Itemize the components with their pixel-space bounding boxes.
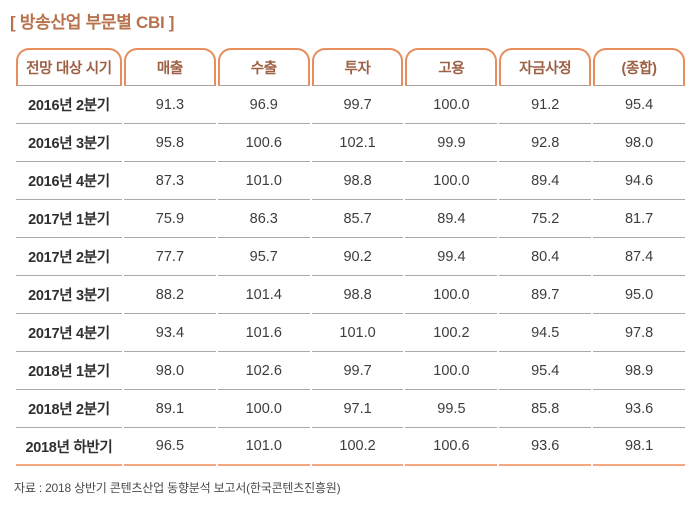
value-cell: 98.1 xyxy=(593,428,685,466)
value-cell: 101.0 xyxy=(311,314,404,352)
page-title: [ 방송산업 부문별 CBI ] xyxy=(10,13,175,32)
value-cell: 100.2 xyxy=(311,428,404,466)
value-cell: 94.6 xyxy=(593,162,685,200)
column-header-2: 수출 xyxy=(217,48,310,86)
value-cell: 99.7 xyxy=(311,86,404,124)
table-row: 2016년 2분기 91.3 96.9 99.7 100.0 91.2 95.4 xyxy=(16,86,685,124)
value-cell: 100.6 xyxy=(217,124,310,162)
value-cell: 99.4 xyxy=(405,238,498,276)
value-cell: 95.0 xyxy=(593,276,685,314)
value-cell: 96.9 xyxy=(217,86,310,124)
value-cell: 85.8 xyxy=(499,390,592,428)
table-row: 2016년 3분기 95.8 100.6 102.1 99.9 92.8 98.0 xyxy=(16,124,685,162)
period-cell: 2018년 하반기 xyxy=(16,428,122,466)
table-row: 2017년 1분기 75.9 86.3 85.7 89.4 75.2 81.7 xyxy=(16,200,685,238)
value-cell: 95.4 xyxy=(499,352,592,390)
value-cell: 100.0 xyxy=(405,352,498,390)
period-cell: 2017년 4분기 xyxy=(16,314,122,352)
value-cell: 85.7 xyxy=(311,200,404,238)
value-cell: 98.8 xyxy=(311,276,404,314)
value-cell: 81.7 xyxy=(593,200,685,238)
value-cell: 87.4 xyxy=(593,238,685,276)
value-cell: 98.9 xyxy=(593,352,685,390)
value-cell: 99.9 xyxy=(405,124,498,162)
value-cell: 75.2 xyxy=(499,200,592,238)
value-cell: 95.7 xyxy=(217,238,310,276)
table-row: 2017년 3분기 88.2 101.4 98.8 100.0 89.7 95.0 xyxy=(16,276,685,314)
column-header-4: 고용 xyxy=(405,48,498,86)
value-cell: 80.4 xyxy=(499,238,592,276)
value-cell: 93.4 xyxy=(124,314,216,352)
table-row: 2016년 4분기 87.3 101.0 98.8 100.0 89.4 94.6 xyxy=(16,162,685,200)
value-cell: 89.4 xyxy=(405,200,498,238)
value-cell: 102.1 xyxy=(311,124,404,162)
value-cell: 100.0 xyxy=(217,390,310,428)
value-cell: 101.4 xyxy=(217,276,310,314)
period-cell: 2016년 3분기 xyxy=(16,124,122,162)
table-row: 2018년 1분기 98.0 102.6 99.7 100.0 95.4 98.9 xyxy=(16,352,685,390)
value-cell: 100.6 xyxy=(405,428,498,466)
value-cell: 92.8 xyxy=(499,124,592,162)
column-header-1: 매출 xyxy=(124,48,216,86)
value-cell: 98.0 xyxy=(593,124,685,162)
value-cell: 99.5 xyxy=(405,390,498,428)
period-cell: 2018년 1분기 xyxy=(16,352,122,390)
source-note: 자료 : 2018 상반기 콘텐츠산업 동향분석 보고서(한국콘텐츠진흥원) xyxy=(14,481,341,495)
period-cell: 2016년 4분기 xyxy=(16,162,122,200)
value-cell: 77.7 xyxy=(124,238,216,276)
column-header-6: (종합) xyxy=(593,48,685,86)
value-cell: 91.3 xyxy=(124,86,216,124)
period-cell: 2018년 2분기 xyxy=(16,390,122,428)
value-cell: 101.0 xyxy=(217,162,310,200)
value-cell: 89.1 xyxy=(124,390,216,428)
value-cell: 99.7 xyxy=(311,352,404,390)
period-cell: 2017년 3분기 xyxy=(16,276,122,314)
value-cell: 87.3 xyxy=(124,162,216,200)
table-row: 2018년 2분기 89.1 100.0 97.1 99.5 85.8 93.6 xyxy=(16,390,685,428)
value-cell: 88.2 xyxy=(124,276,216,314)
value-cell: 93.6 xyxy=(593,390,685,428)
value-cell: 94.5 xyxy=(499,314,592,352)
value-cell: 100.0 xyxy=(405,86,498,124)
value-cell: 93.6 xyxy=(499,428,592,466)
table-row: 2017년 4분기 93.4 101.6 101.0 100.2 94.5 97.8 xyxy=(16,314,685,352)
value-cell: 102.6 xyxy=(217,352,310,390)
value-cell: 75.9 xyxy=(124,200,216,238)
value-cell: 101.6 xyxy=(217,314,310,352)
table-row: 2017년 2분기 77.7 95.7 90.2 99.4 80.4 87.4 xyxy=(16,238,685,276)
value-cell: 98.8 xyxy=(311,162,404,200)
value-cell: 96.5 xyxy=(124,428,216,466)
value-cell: 101.0 xyxy=(217,428,310,466)
value-cell: 86.3 xyxy=(217,200,310,238)
column-header-5: 자금사정 xyxy=(499,48,592,86)
value-cell: 95.4 xyxy=(593,86,685,124)
value-cell: 98.0 xyxy=(124,352,216,390)
value-cell: 91.2 xyxy=(499,86,592,124)
value-cell: 97.8 xyxy=(593,314,685,352)
value-cell: 100.0 xyxy=(405,276,498,314)
value-cell: 90.2 xyxy=(311,238,404,276)
period-cell: 2016년 2분기 xyxy=(16,86,122,124)
value-cell: 100.0 xyxy=(405,162,498,200)
cbi-table: 전망 대상 시기 매출 수출 투자 고용 자금사정 (종합) 2016년 2분기 91.3 96… xyxy=(14,48,687,466)
column-header-3: 투자 xyxy=(311,48,404,86)
value-cell: 89.7 xyxy=(499,276,592,314)
period-cell: 2017년 1분기 xyxy=(16,200,122,238)
value-cell: 95.8 xyxy=(124,124,216,162)
column-header-0: 전망 대상 시기 xyxy=(16,48,122,86)
value-cell: 100.2 xyxy=(405,314,498,352)
value-cell: 89.4 xyxy=(499,162,592,200)
table-header-row: 전망 대상 시기 매출 수출 투자 고용 자금사정 (종합) xyxy=(16,48,685,86)
value-cell: 97.1 xyxy=(311,390,404,428)
period-cell: 2017년 2분기 xyxy=(16,238,122,276)
table-row: 2018년 하반기 96.5 101.0 100.2 100.6 93.6 98.1 xyxy=(16,428,685,466)
